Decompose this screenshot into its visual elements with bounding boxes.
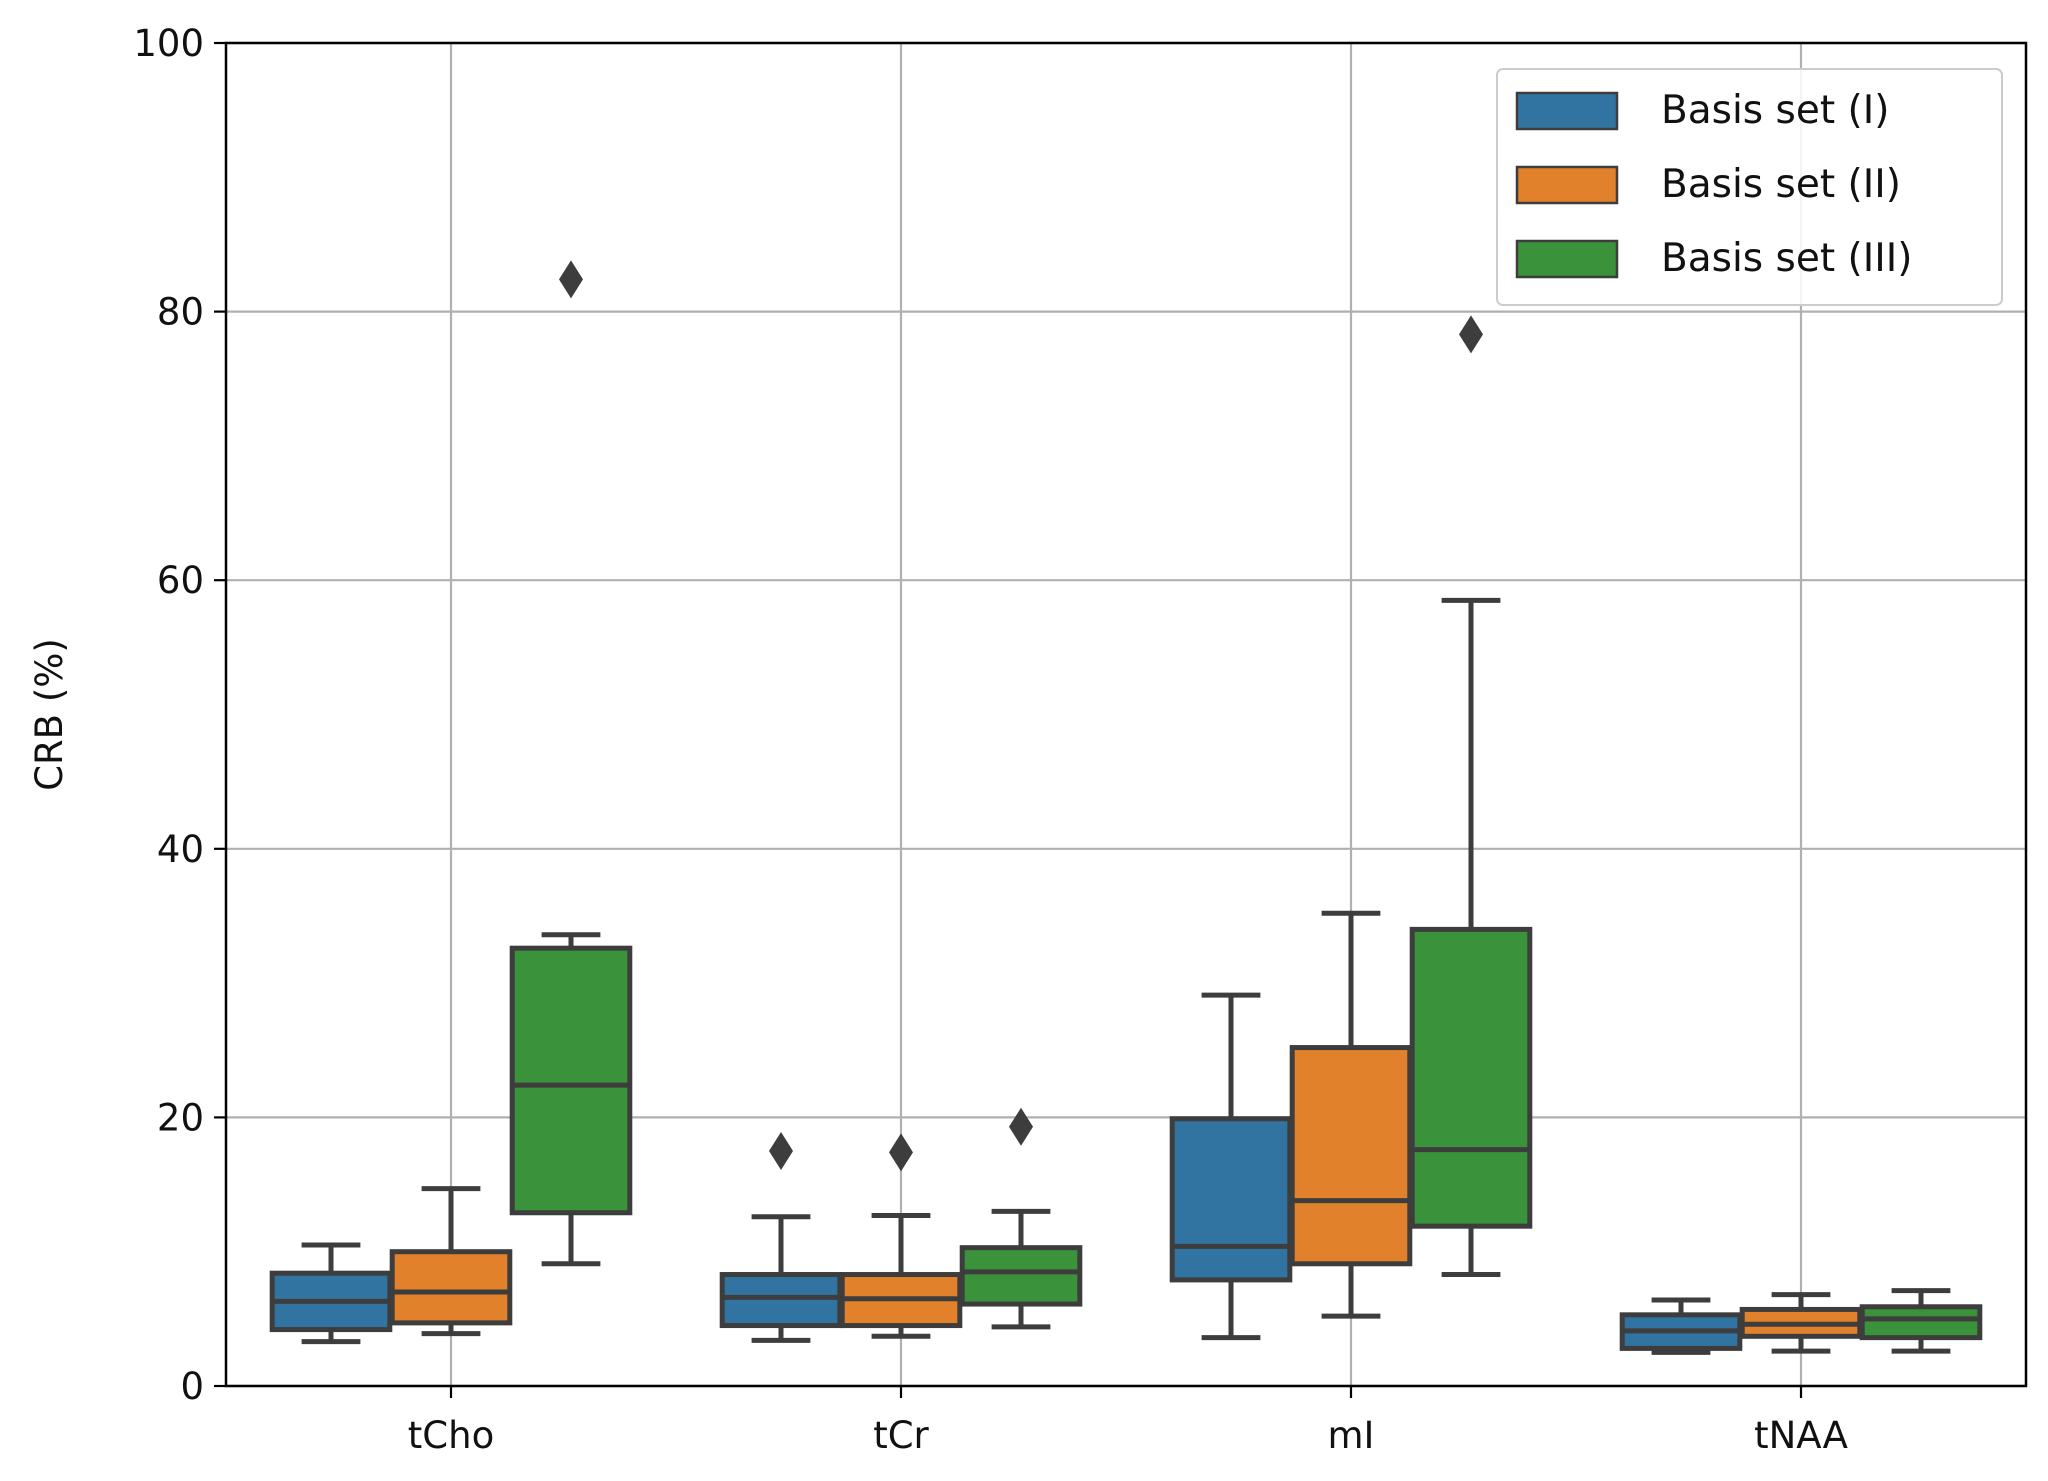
legend-label: Basis set (I) bbox=[1661, 88, 1889, 133]
box-Basis set (II)-tCr bbox=[839, 1133, 963, 1339]
y-tick-label: 40 bbox=[157, 828, 204, 871]
box-Basis set (II)-tCho bbox=[389, 1186, 513, 1337]
box-iqr bbox=[959, 1245, 1083, 1307]
box-iqr bbox=[389, 1249, 513, 1326]
box-Basis set (I)-tCho bbox=[269, 1242, 393, 1345]
y-tick-label: 80 bbox=[157, 291, 204, 334]
x-tick-label: tNAA bbox=[1754, 1414, 1848, 1457]
legend-swatch bbox=[1515, 239, 1619, 279]
box-Basis set (III)-tCho bbox=[509, 260, 633, 1267]
outlier-point bbox=[769, 1131, 793, 1170]
x-tick-label: tCho bbox=[408, 1414, 494, 1457]
y-tick-label: 60 bbox=[157, 559, 204, 602]
outlier-point bbox=[559, 260, 583, 299]
box-Basis set (II)-mI bbox=[1289, 910, 1413, 1319]
x-tick-label: mI bbox=[1328, 1414, 1375, 1457]
box-Basis set (II)-tNAA bbox=[1739, 1292, 1863, 1354]
box-iqr bbox=[509, 945, 633, 1216]
box-Basis set (III)-tNAA bbox=[1859, 1288, 1983, 1354]
box-iqr bbox=[1289, 1045, 1413, 1267]
y-tick-label: 20 bbox=[157, 1096, 204, 1139]
box-Basis set (I)-mI bbox=[1169, 992, 1293, 1341]
legend-label: Basis set (II) bbox=[1661, 162, 1901, 207]
legend: Basis set (I) Basis set (II) Basis set (II… bbox=[1496, 68, 2003, 306]
outlier-point bbox=[1459, 315, 1483, 354]
box-Basis set (I)-tCr bbox=[719, 1131, 843, 1343]
legend-label: Basis set (III) bbox=[1661, 236, 1912, 281]
legend-frame bbox=[1496, 68, 2003, 306]
box-Basis set (I)-tNAA bbox=[1619, 1297, 1743, 1355]
y-tick-label: 100 bbox=[133, 22, 204, 65]
legend-swatch bbox=[1515, 91, 1619, 131]
x-tick-label: tCr bbox=[873, 1414, 929, 1457]
box-iqr bbox=[1409, 926, 1533, 1229]
legend-swatch bbox=[1515, 165, 1619, 205]
axes: 0 20 40 60 80 100 tCho tCr mI tNAA bbox=[133, 22, 1848, 1457]
box-Basis set (III)-tCr bbox=[959, 1107, 1083, 1330]
plot-area-frame bbox=[224, 41, 2028, 1388]
box-Basis set (III)-mI bbox=[1409, 315, 1533, 1278]
outlier-point bbox=[1009, 1107, 1033, 1146]
y-axis-label: CRB (%) bbox=[28, 638, 71, 791]
outlier-point bbox=[889, 1133, 913, 1172]
box-iqr bbox=[719, 1272, 843, 1329]
box-iqr bbox=[1169, 1116, 1293, 1283]
box-iqr bbox=[1859, 1304, 1983, 1341]
y-tick-label: 0 bbox=[180, 1365, 204, 1408]
box-plot-marks bbox=[269, 260, 1983, 1355]
